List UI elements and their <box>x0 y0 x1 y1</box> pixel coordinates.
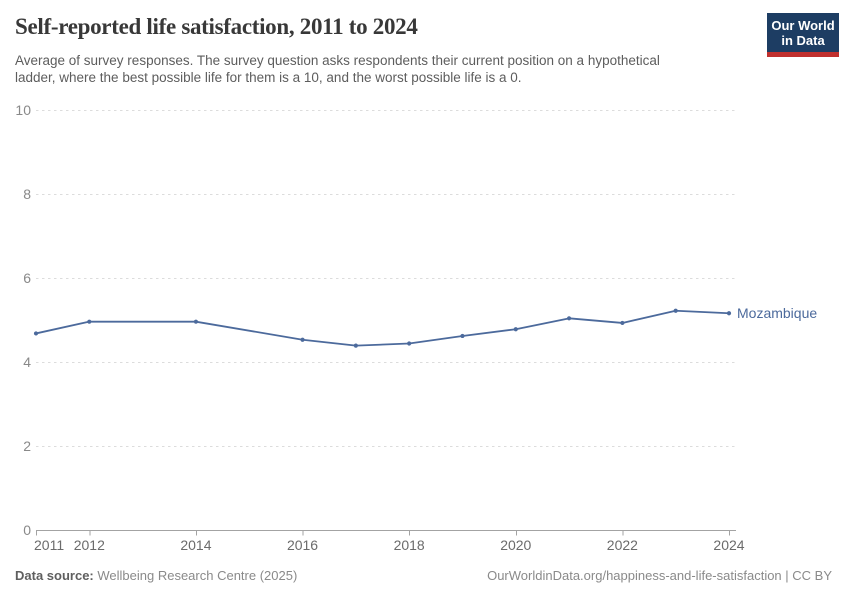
x-tick-label: 2018 <box>393 537 425 553</box>
y-tick-label: 10 <box>15 102 31 118</box>
attribution-url: OurWorldinData.org/happiness-and-life-sa… <box>487 568 832 583</box>
y-tick-label: 4 <box>23 354 31 370</box>
owid-logo-line1: Our World <box>771 18 835 33</box>
y-tick-label: 2 <box>23 438 31 454</box>
x-tick-label: 2020 <box>500 537 532 553</box>
series-line <box>35 309 730 347</box>
owid-logo: Our World in Data <box>767 13 839 57</box>
data-point-marker <box>33 331 39 336</box>
x-tick-label: 2012 <box>73 537 105 553</box>
x-tick-label: 2014 <box>180 537 212 553</box>
x-tick-label: 2024 <box>713 537 745 553</box>
data-point-marker <box>513 327 518 332</box>
data-point-marker <box>300 337 305 342</box>
data-point-marker <box>407 341 412 346</box>
data-point-marker <box>353 343 358 348</box>
x-tick-label: 2016 <box>286 537 319 553</box>
data-source-note: Data source: Wellbeing Research Centre (… <box>15 568 297 583</box>
data-point-marker <box>566 316 572 321</box>
chart-subtitle: Average of survey responses. The survey … <box>15 52 660 86</box>
data-source-label: Data source: <box>15 568 94 583</box>
data-source-value: Wellbeing Research Centre (2025) <box>97 568 298 583</box>
data-point-marker <box>620 320 625 326</box>
data-point-marker <box>87 319 92 324</box>
series-label-mozambique: Mozambique <box>737 305 818 322</box>
owid-logo-line2: in Data <box>781 33 825 48</box>
chart-subtitle-line1: Average of survey responses. The survey … <box>15 53 660 68</box>
y-tick-label: 0 <box>23 522 31 538</box>
data-point-marker <box>460 333 465 339</box>
x-tick-label: 2011 <box>34 537 65 553</box>
data-point-marker <box>193 319 199 324</box>
page-title: Self-reported life satisfaction, 2011 to… <box>15 14 418 39</box>
y-tick-label: 8 <box>23 186 31 202</box>
data-point-marker <box>726 311 732 316</box>
data-point-marker <box>673 308 678 313</box>
x-tick-label: 2022 <box>606 537 638 553</box>
chart-subtitle-line2: ladder, where the best possible life for… <box>15 70 522 85</box>
y-tick-label: 6 <box>23 270 31 286</box>
